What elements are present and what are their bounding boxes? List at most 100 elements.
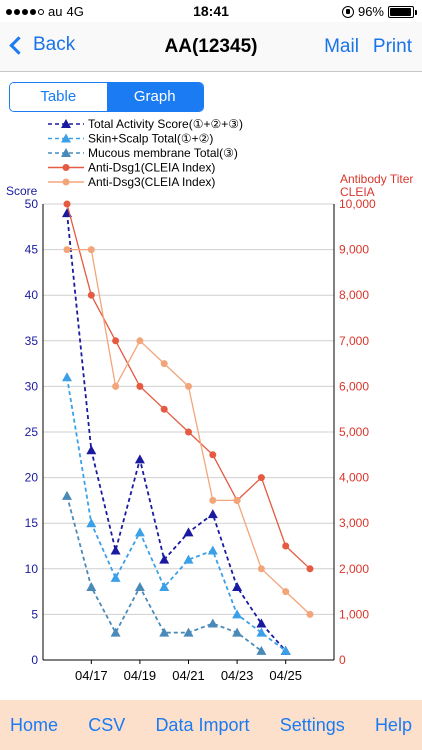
left-tick-label: 30	[25, 379, 39, 393]
series-point-0	[159, 554, 170, 564]
legend-label-4: Anti-Dsg3(CLEIA Index)	[88, 175, 215, 189]
series-line-2	[66, 495, 262, 652]
signal-dot	[38, 8, 44, 15]
series-point-1	[134, 527, 145, 537]
segment-table[interactable]: Table	[10, 83, 107, 111]
series-point-3	[87, 291, 95, 299]
left-tick-label: 35	[25, 334, 39, 348]
series-point-2	[134, 582, 145, 592]
battery-icon	[388, 5, 417, 18]
series-point-1	[256, 627, 267, 637]
signal-dot	[30, 8, 36, 15]
series-point-3	[112, 337, 120, 345]
right-tick-label: 2,000	[339, 562, 369, 576]
navigation-bar: Back AA(12345) Mail Print	[0, 22, 422, 72]
series-line-1	[66, 377, 287, 652]
right-tick-label: 10,000	[339, 197, 376, 211]
series-point-1	[110, 572, 121, 582]
legend-marker-4	[62, 178, 70, 186]
legend-label-3: Anti-Dsg1(CLEIA Index)	[88, 161, 215, 175]
series-point-4	[185, 382, 192, 390]
series-point-2	[183, 627, 194, 637]
series-point-1	[86, 518, 97, 528]
status-right: 96%	[341, 4, 417, 19]
right-tick-label: 3,000	[339, 516, 369, 530]
x-tick-label: 04/25	[269, 668, 302, 683]
x-tick-label: 04/17	[75, 668, 108, 683]
series-point-2	[62, 490, 72, 500]
series-point-0	[86, 445, 97, 455]
series-point-0	[256, 618, 267, 628]
series-point-3	[257, 474, 265, 482]
signal-dot	[6, 8, 12, 15]
left-axis-title: Score	[6, 184, 38, 198]
x-tick-label: 04/19	[124, 668, 157, 683]
back-label: Back	[33, 34, 76, 55]
page-title: AA(12345)	[164, 36, 258, 57]
legend-marker-0	[61, 119, 71, 128]
x-tick-label: 04/23	[221, 668, 254, 683]
legend-label-0: Total Activity Score(①+②+③)	[88, 117, 243, 131]
series-point-4	[233, 496, 241, 504]
series-point-4	[136, 337, 144, 345]
right-tick-label: 7,000	[339, 334, 369, 348]
series-point-0	[207, 509, 218, 519]
signal-dot	[14, 8, 20, 15]
legend-marker-2	[61, 148, 71, 157]
legend-label-1: Skin+Scalp Total(①+②)	[88, 132, 213, 146]
tab-csv[interactable]: CSV	[88, 714, 126, 735]
nav-actions: Mail Print	[324, 36, 412, 58]
series-point-4	[257, 565, 265, 573]
segment-graph[interactable]: Graph	[106, 83, 203, 111]
left-tick-label: 25	[25, 425, 39, 439]
series-point-0	[232, 582, 243, 592]
right-tick-label: 0	[339, 653, 346, 667]
right-axis-title: Antibody Titer	[340, 172, 413, 186]
series-point-1	[62, 372, 72, 382]
legend-label-2: Mucous membrane Total(③)	[88, 146, 238, 160]
signal-strength-icon	[6, 8, 44, 15]
tab-help[interactable]: Help	[374, 714, 412, 735]
status-bar: au 4G 18:41 96%	[0, 0, 422, 22]
series-point-1	[159, 582, 170, 592]
series-point-2	[232, 627, 243, 637]
series-point-4	[112, 382, 120, 390]
mail-button[interactable]: Mail	[324, 36, 359, 57]
series-point-3	[306, 565, 314, 573]
series-point-3	[63, 200, 71, 208]
series-point-4	[282, 588, 290, 596]
series-point-3	[136, 382, 144, 390]
left-tick-label: 50	[25, 197, 39, 211]
right-tick-label: 9,000	[339, 243, 369, 257]
series-point-3	[160, 405, 168, 413]
series-point-4	[63, 246, 71, 254]
left-tick-label: 45	[25, 243, 39, 257]
series-point-2	[86, 582, 97, 592]
series-point-1	[183, 554, 194, 564]
back-button[interactable]: Back	[8, 34, 75, 56]
score-titer-chart: 0 0 5 1,000 10 2,000 15 3,000 20 4,000 25 5,000 30 6,…	[6, 117, 413, 683]
left-tick-label: 15	[25, 516, 39, 530]
series-point-4	[209, 496, 217, 504]
series-point-0	[134, 454, 145, 464]
series-point-0	[110, 545, 121, 555]
print-button[interactable]: Print	[372, 36, 412, 57]
series-point-4	[87, 246, 95, 254]
carrier-label: au	[48, 4, 63, 19]
series-point-2	[159, 627, 170, 637]
view-segmented-control: Table Graph	[9, 82, 204, 112]
right-tick-label: 8,000	[339, 288, 369, 302]
series-line-0	[66, 213, 287, 652]
left-tick-label: 40	[25, 288, 39, 302]
tab-data-import[interactable]: Data Import	[155, 714, 250, 735]
right-tick-label: 1,000	[339, 607, 369, 621]
tab-settings[interactable]: Settings	[279, 714, 345, 735]
left-tick-label: 5	[31, 607, 38, 621]
network-label: 4G	[66, 4, 84, 19]
signal-dot	[22, 8, 28, 15]
legend-marker-1	[61, 133, 71, 143]
tab-home[interactable]: Home	[10, 714, 59, 735]
series-point-1	[232, 609, 243, 619]
right-axis-subtitle: CLEIA	[340, 185, 375, 199]
right-tick-label: 5,000	[339, 425, 369, 439]
